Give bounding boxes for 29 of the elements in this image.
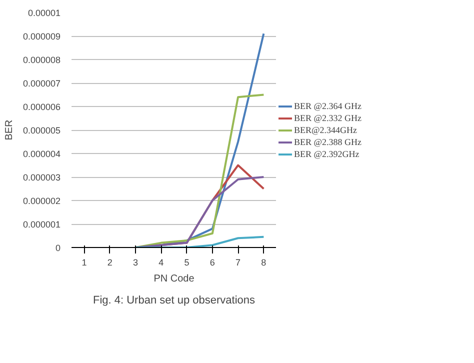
x-tick-label: 3 — [133, 258, 138, 268]
y-tick-label: 0.00001 — [28, 8, 61, 18]
x-tick-label: 7 — [236, 258, 241, 268]
y-tick-label: 0.000004 — [22, 149, 61, 159]
y-tick-label: 0.000003 — [22, 172, 61, 182]
legend-label: BER@2.344GHz — [294, 124, 358, 134]
legend-label: BER @2.364 GHz — [294, 100, 362, 110]
y-tick-label: 0.000009 — [22, 32, 61, 42]
legend-label: BER @2.332 GHz — [294, 112, 362, 122]
line-series — [134, 94, 265, 248]
legend-label: BER @2.388 GHz — [294, 136, 362, 146]
y-axis-title: BER — [4, 120, 15, 140]
y-tick-label: 0.000006 — [22, 102, 61, 112]
y-tick-label: 0.000005 — [22, 126, 61, 136]
line-series — [134, 236, 265, 248]
y-tick-label: 0.000008 — [22, 55, 61, 65]
y-tick-label: 0.000002 — [22, 196, 61, 206]
x-tick-label: 5 — [184, 258, 190, 268]
x-axis-title: PN Code — [154, 274, 195, 284]
x-tick-label: 2 — [107, 258, 112, 268]
y-tick-label: 0.000007 — [22, 78, 61, 88]
caption: Fig. 4: Urban set up observations — [92, 294, 256, 306]
y-tick-label: 0.000001 — [22, 220, 61, 230]
x-tick-label: 6 — [210, 258, 215, 268]
x-tick-label: 4 — [158, 258, 164, 268]
legend-label: BER @2.392GHz — [294, 148, 360, 158]
x-tick-label: 1 — [82, 258, 87, 268]
y-tick-label: 0 — [55, 243, 61, 253]
x-tick-label: 8 — [261, 258, 266, 268]
